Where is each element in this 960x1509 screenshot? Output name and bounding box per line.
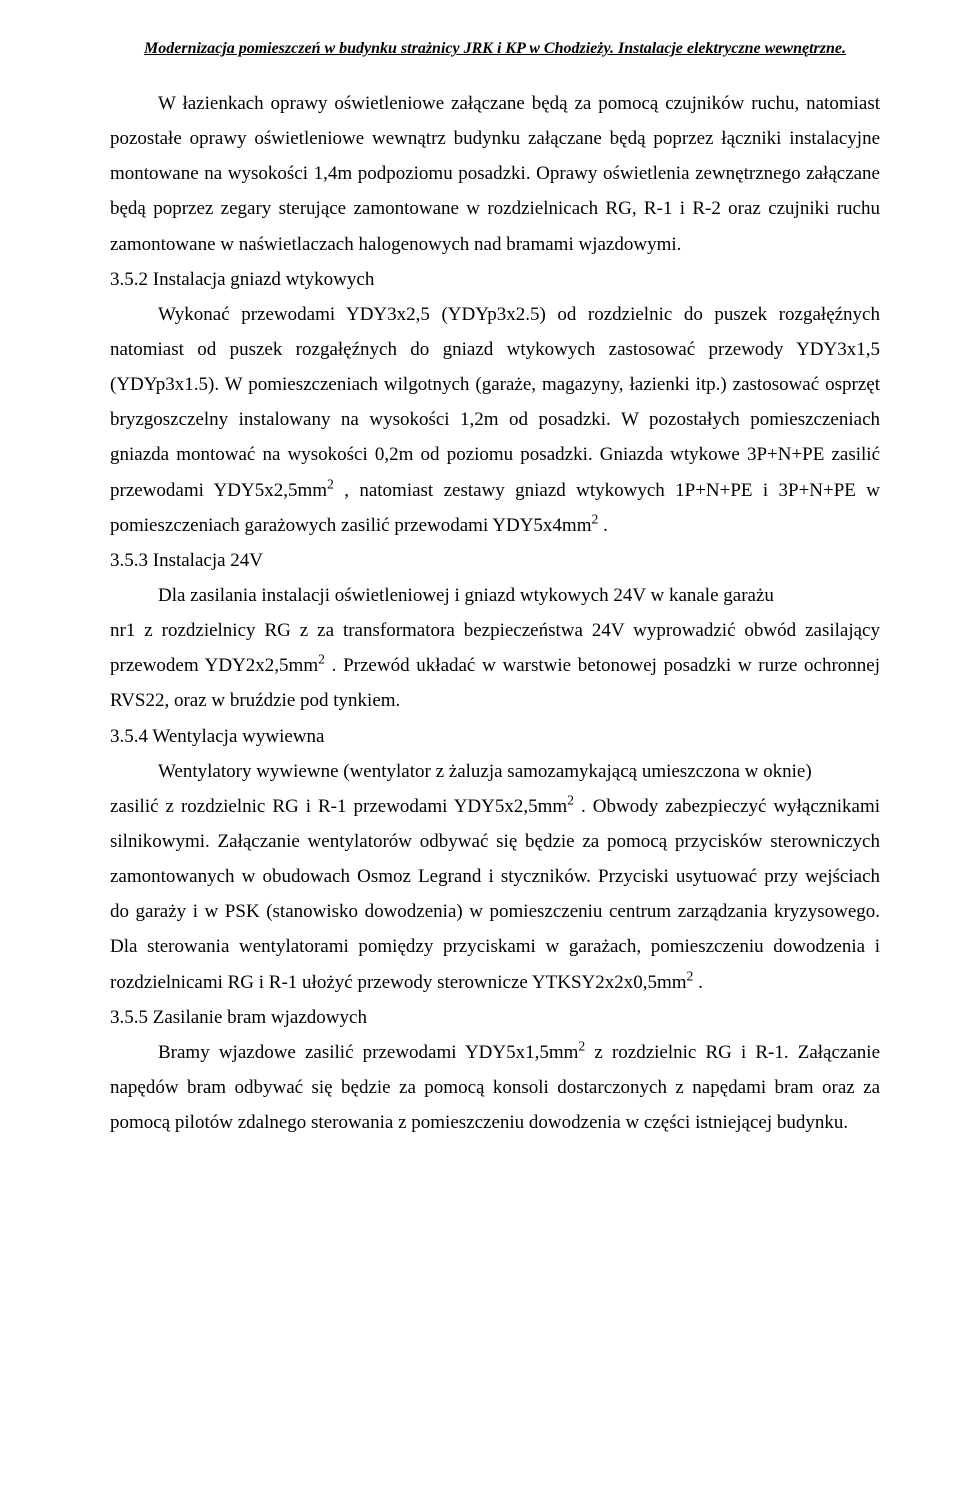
section-3-5-4-label: 3.5.4 Wentylacja wywiewna bbox=[110, 719, 880, 754]
text-fragment: zasilić z rozdzielnic RG i R-1 przewodam… bbox=[110, 796, 567, 817]
text-fragment: Bramy wjazdowe zasilić przewodami YDY5x1… bbox=[158, 1042, 578, 1063]
text-fragment: Wykonać przewodami YDY3x2,5 (YDYp3x2.5) … bbox=[110, 304, 880, 501]
section-3-5-5-body: Bramy wjazdowe zasilić przewodami YDY5x1… bbox=[110, 1035, 880, 1140]
section-3-5-4-line1: Wentylatory wywiewne (wentylator z żaluz… bbox=[110, 754, 880, 789]
section-3-5-5-label: 3.5.5 Zasilanie bram wjazdowych bbox=[110, 1000, 880, 1035]
section-3-5-3-line1: Dla zasilania instalacji oświetleniowej … bbox=[110, 578, 880, 613]
section-3-5-3-body: nr1 z rozdzielnicy RG z za transformator… bbox=[110, 613, 880, 718]
page-header: Modernizacja pomieszczeń w budynku straż… bbox=[110, 40, 880, 58]
text-fragment: . Obwody zabezpieczyć wyłącznikami silni… bbox=[110, 796, 880, 993]
superscript: 2 bbox=[318, 652, 325, 667]
text-fragment: . bbox=[693, 972, 703, 993]
document-body: W łazienkach oprawy oświetleniowe załącz… bbox=[110, 86, 880, 1140]
section-3-5-4-body: zasilić z rozdzielnic RG i R-1 przewodam… bbox=[110, 789, 880, 1000]
section-3-5-2-label: 3.5.2 Instalacja gniazd wtykowych bbox=[110, 262, 880, 297]
section-3-5-2-body: Wykonać przewodami YDY3x2,5 (YDYp3x2.5) … bbox=[110, 297, 880, 543]
superscript: 2 bbox=[327, 476, 334, 491]
text-fragment: . bbox=[598, 515, 608, 536]
section-3-5-3-label: 3.5.3 Instalacja 24V bbox=[110, 543, 880, 578]
superscript: 2 bbox=[567, 792, 574, 807]
paragraph-intro: W łazienkach oprawy oświetleniowe załącz… bbox=[110, 86, 880, 262]
